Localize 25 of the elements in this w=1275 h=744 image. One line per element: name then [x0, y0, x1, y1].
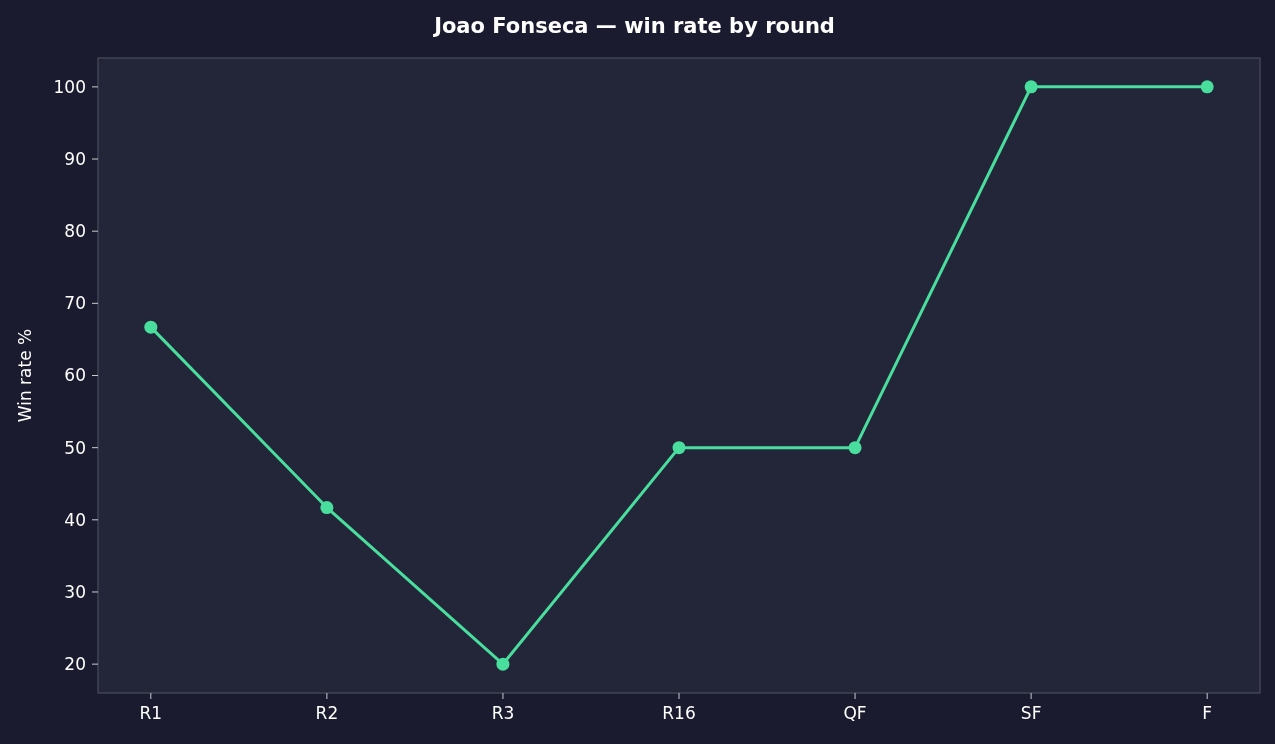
x-tick-label: QF [843, 703, 867, 723]
y-tick-label: 80 [64, 221, 86, 242]
point [848, 441, 862, 455]
x-tick-label: R3 [491, 703, 515, 723]
y-tick-label: 100 [53, 76, 86, 97]
x-tick-label: R16 [662, 703, 696, 723]
y-tick-label: 50 [64, 437, 86, 458]
point [1200, 80, 1214, 94]
y-tick-label: 90 [64, 148, 86, 169]
x-tick-label: R2 [315, 703, 339, 723]
y-tick-label: 40 [64, 509, 86, 530]
y-tick-label: 20 [64, 654, 86, 675]
y-axis-title: Win rate % [15, 328, 35, 423]
point [144, 320, 158, 334]
x-tick-label: F [1202, 703, 1213, 723]
point [1024, 80, 1038, 94]
y-tick-label: 30 [64, 581, 86, 602]
x-tick-label: SF [1020, 703, 1042, 723]
y-tick-label: 70 [64, 293, 86, 314]
point [320, 501, 334, 515]
point [496, 657, 510, 671]
x-tick-label: R1 [139, 703, 163, 723]
chart-title: Joao Fonseca — win rate by round [432, 14, 835, 38]
point [672, 441, 686, 455]
y-tick-label: 60 [64, 365, 86, 386]
